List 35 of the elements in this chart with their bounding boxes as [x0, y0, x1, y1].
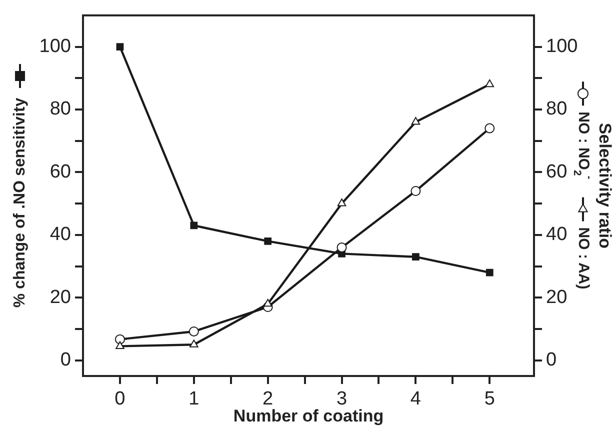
point: [264, 237, 272, 245]
legend-label: NO : NO2-: [571, 112, 596, 180]
x-tick-label: 0: [114, 388, 126, 410]
y-tick-label: 40: [50, 224, 71, 246]
point: [412, 253, 420, 261]
y-tick-label: 0: [60, 350, 71, 371]
y-tick-label: 100: [39, 36, 71, 57]
point: [485, 79, 494, 88]
y-tick-label: 60: [50, 161, 71, 182]
point: [337, 198, 346, 206]
y2-tick-label: 80: [546, 98, 568, 120]
y2-axis-title: Selectivity ratio: [595, 122, 614, 249]
x-tick-label: 4: [410, 388, 422, 410]
y2-tick-label: 100: [546, 36, 578, 57]
y-tick-label: 80: [50, 98, 71, 120]
point: [190, 340, 198, 348]
y2-tick-label: 0: [546, 350, 557, 371]
y2-tick-label: 20: [546, 286, 568, 308]
point: [116, 43, 124, 50]
point: [486, 268, 494, 276]
point: [114, 334, 125, 344]
point: [410, 186, 421, 196]
y2-tick-label: 40: [546, 224, 568, 246]
point: [484, 123, 495, 134]
y2-tick-label: 60: [546, 161, 568, 182]
point: [188, 326, 199, 336]
y-tick-label: 20: [50, 286, 71, 308]
x-tick-label: 1: [188, 388, 200, 410]
y-axis-title: % change of .NO sensitivity: [11, 98, 28, 308]
legend-label: NO : AA): [574, 227, 592, 290]
x-tick-label: 5: [484, 388, 495, 410]
point: [336, 242, 347, 252]
point: [116, 341, 124, 349]
point: [411, 117, 420, 125]
point: [190, 222, 198, 230]
